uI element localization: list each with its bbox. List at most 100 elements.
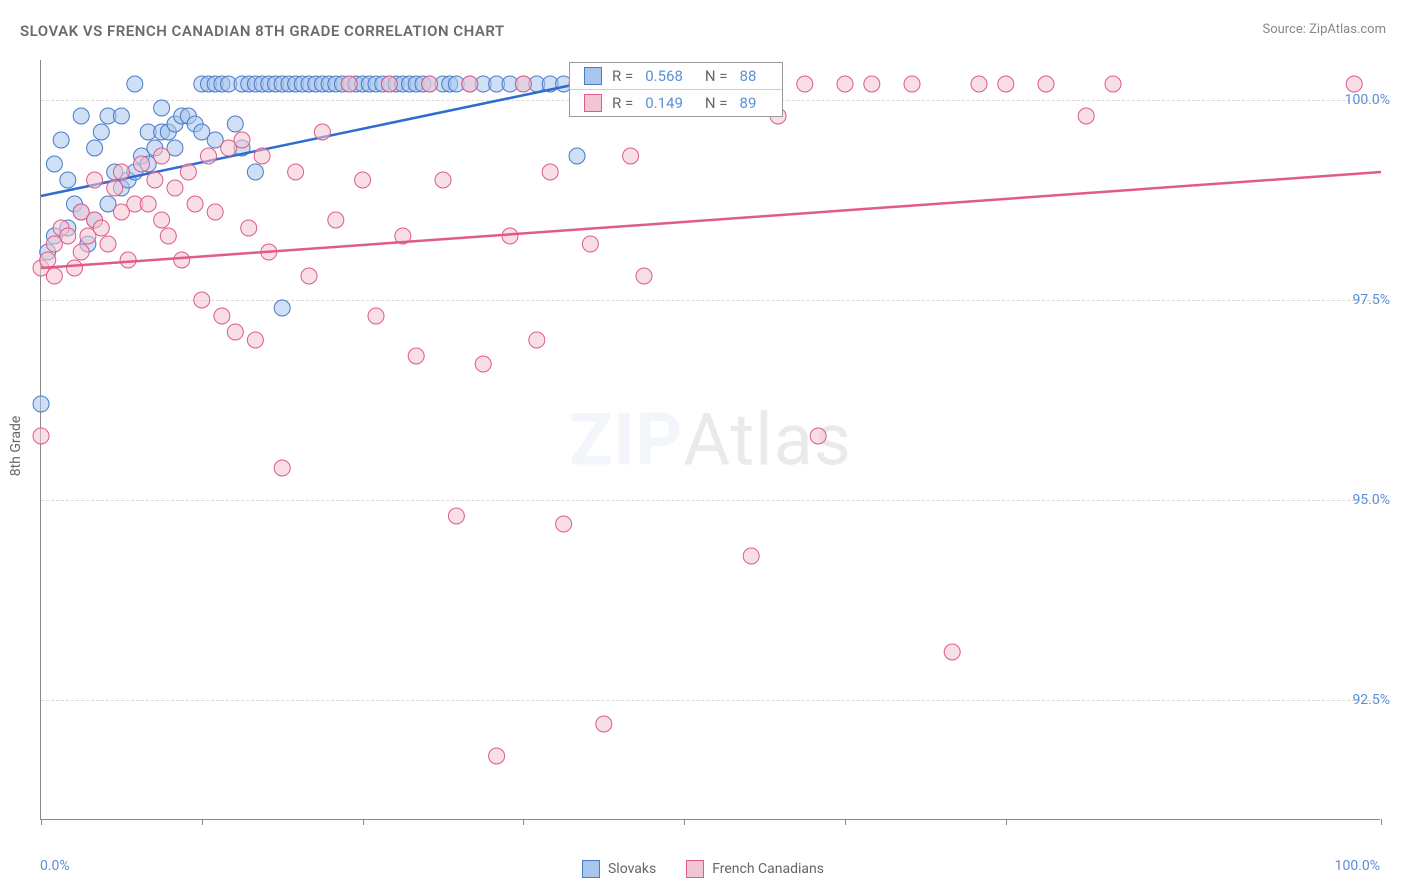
scatter-point [207, 204, 223, 220]
scatter-point [1346, 76, 1362, 92]
scatter-point [134, 156, 150, 172]
scatter-point [127, 76, 143, 92]
scatter-point [227, 324, 243, 340]
y-tick-label: 97.5% [1352, 292, 1390, 308]
scatter-point [341, 76, 357, 92]
scatter-point [797, 76, 813, 92]
scatter-point [1078, 108, 1094, 124]
scatter-point [864, 76, 880, 92]
scatter-point [368, 308, 384, 324]
x-tick-label-min: 0.0% [40, 858, 70, 874]
scatter-point [147, 172, 163, 188]
scatter-point [154, 100, 170, 116]
scatter-point [73, 244, 89, 260]
legend-stats-row-slovaks: R = 0.568 N = 88 [570, 63, 782, 89]
scatter-point [60, 172, 76, 188]
swatch-french [584, 94, 602, 112]
scatter-point [1038, 76, 1054, 92]
bottom-legend: Slovaks French Canadians [582, 860, 824, 878]
scatter-point [234, 132, 250, 148]
scatter-point [93, 124, 109, 140]
scatter-point [180, 164, 196, 180]
legend-stats-row-french: R = 0.149 N = 89 [570, 89, 782, 116]
scatter-point [408, 348, 424, 364]
scatter-point [241, 220, 257, 236]
scatter-point [107, 180, 123, 196]
scatter-point [475, 356, 491, 372]
chart-container: SLOVAK VS FRENCH CANADIAN 8TH GRADE CORR… [0, 0, 1406, 892]
n-value-french: 89 [740, 94, 757, 112]
scatter-point [301, 268, 317, 284]
scatter-point [67, 260, 83, 276]
r-value-slovaks: 0.568 [645, 67, 683, 85]
scatter-point [167, 180, 183, 196]
scatter-point [542, 164, 558, 180]
scatter-point [636, 268, 652, 284]
legend-label-slovaks: Slovaks [608, 861, 656, 877]
y-tick-label: 100.0% [1345, 92, 1390, 108]
r-label: R = [612, 94, 633, 112]
chart-title: SLOVAK VS FRENCH CANADIAN 8TH GRADE CORR… [20, 22, 505, 40]
scatter-point [810, 428, 826, 444]
scatter-point [201, 148, 217, 164]
scatter-point [160, 228, 176, 244]
scatter-point [100, 236, 116, 252]
scatter-point [154, 212, 170, 228]
scatter-point [254, 148, 270, 164]
source-prefix: Source: [1262, 22, 1309, 37]
scatter-point [381, 76, 397, 92]
scatter-point [582, 236, 598, 252]
scatter-point [46, 156, 62, 172]
scatter-svg [41, 60, 1380, 819]
scatter-point [743, 548, 759, 564]
scatter-point [33, 428, 49, 444]
scatter-point [60, 228, 76, 244]
scatter-point [140, 196, 156, 212]
regression-line [41, 172, 1381, 268]
swatch-slovaks-icon [582, 860, 600, 878]
scatter-point [837, 76, 853, 92]
scatter-point [328, 212, 344, 228]
swatch-slovaks [584, 67, 602, 85]
legend-label-french: French Canadians [712, 861, 824, 877]
scatter-point [274, 460, 290, 476]
scatter-point [556, 516, 572, 532]
scatter-point [174, 252, 190, 268]
scatter-point [904, 76, 920, 92]
n-label: N = [705, 67, 728, 85]
legend-stats-box: R = 0.568 N = 88 R = 0.149 N = 89 [569, 62, 783, 117]
scatter-point [46, 268, 62, 284]
r-value-french: 0.149 [645, 94, 683, 112]
scatter-point [113, 164, 129, 180]
scatter-point [998, 76, 1014, 92]
scatter-point [40, 252, 56, 268]
source-name: ZipAtlas.com [1309, 22, 1386, 37]
source-attribution: Source: ZipAtlas.com [1262, 22, 1386, 37]
scatter-point [355, 172, 371, 188]
scatter-point [227, 116, 243, 132]
x-tick-label-max: 100.0% [1335, 858, 1380, 874]
plot-area: ZIPAtlas R = 0.568 N = 88 R = 0.149 N = … [40, 60, 1380, 820]
scatter-point [1105, 76, 1121, 92]
swatch-french-icon [686, 860, 704, 878]
scatter-point [515, 76, 531, 92]
scatter-point [623, 148, 639, 164]
scatter-point [274, 300, 290, 316]
scatter-point [93, 220, 109, 236]
n-label: N = [705, 94, 728, 112]
scatter-point [194, 292, 210, 308]
scatter-point [448, 508, 464, 524]
scatter-point [187, 196, 203, 212]
scatter-point [120, 252, 136, 268]
scatter-point [489, 748, 505, 764]
scatter-point [87, 140, 103, 156]
scatter-point [247, 164, 263, 180]
scatter-point [33, 396, 49, 412]
scatter-point [53, 132, 69, 148]
scatter-point [529, 332, 545, 348]
y-axis-label: 8th Grade [8, 416, 24, 477]
scatter-point [87, 172, 103, 188]
y-tick-label: 95.0% [1352, 492, 1390, 508]
scatter-point [944, 644, 960, 660]
scatter-point [247, 332, 263, 348]
